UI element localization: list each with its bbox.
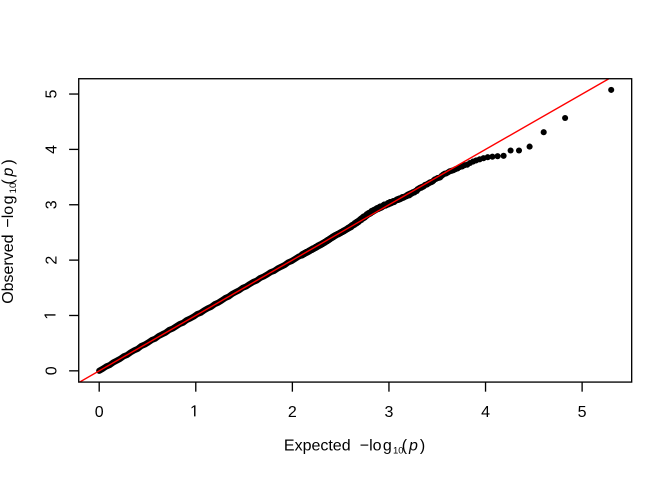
svg-text:2: 2 [288,404,297,421]
svg-text:3: 3 [384,404,393,421]
svg-text:2: 2 [43,256,60,265]
svg-text:5: 5 [43,89,60,98]
svg-text:0: 0 [95,404,104,421]
svg-text:3: 3 [43,200,60,209]
svg-text:0: 0 [43,366,60,375]
svg-text:4: 4 [481,404,490,421]
svg-text:5: 5 [578,404,587,421]
svg-text:4: 4 [43,145,60,154]
